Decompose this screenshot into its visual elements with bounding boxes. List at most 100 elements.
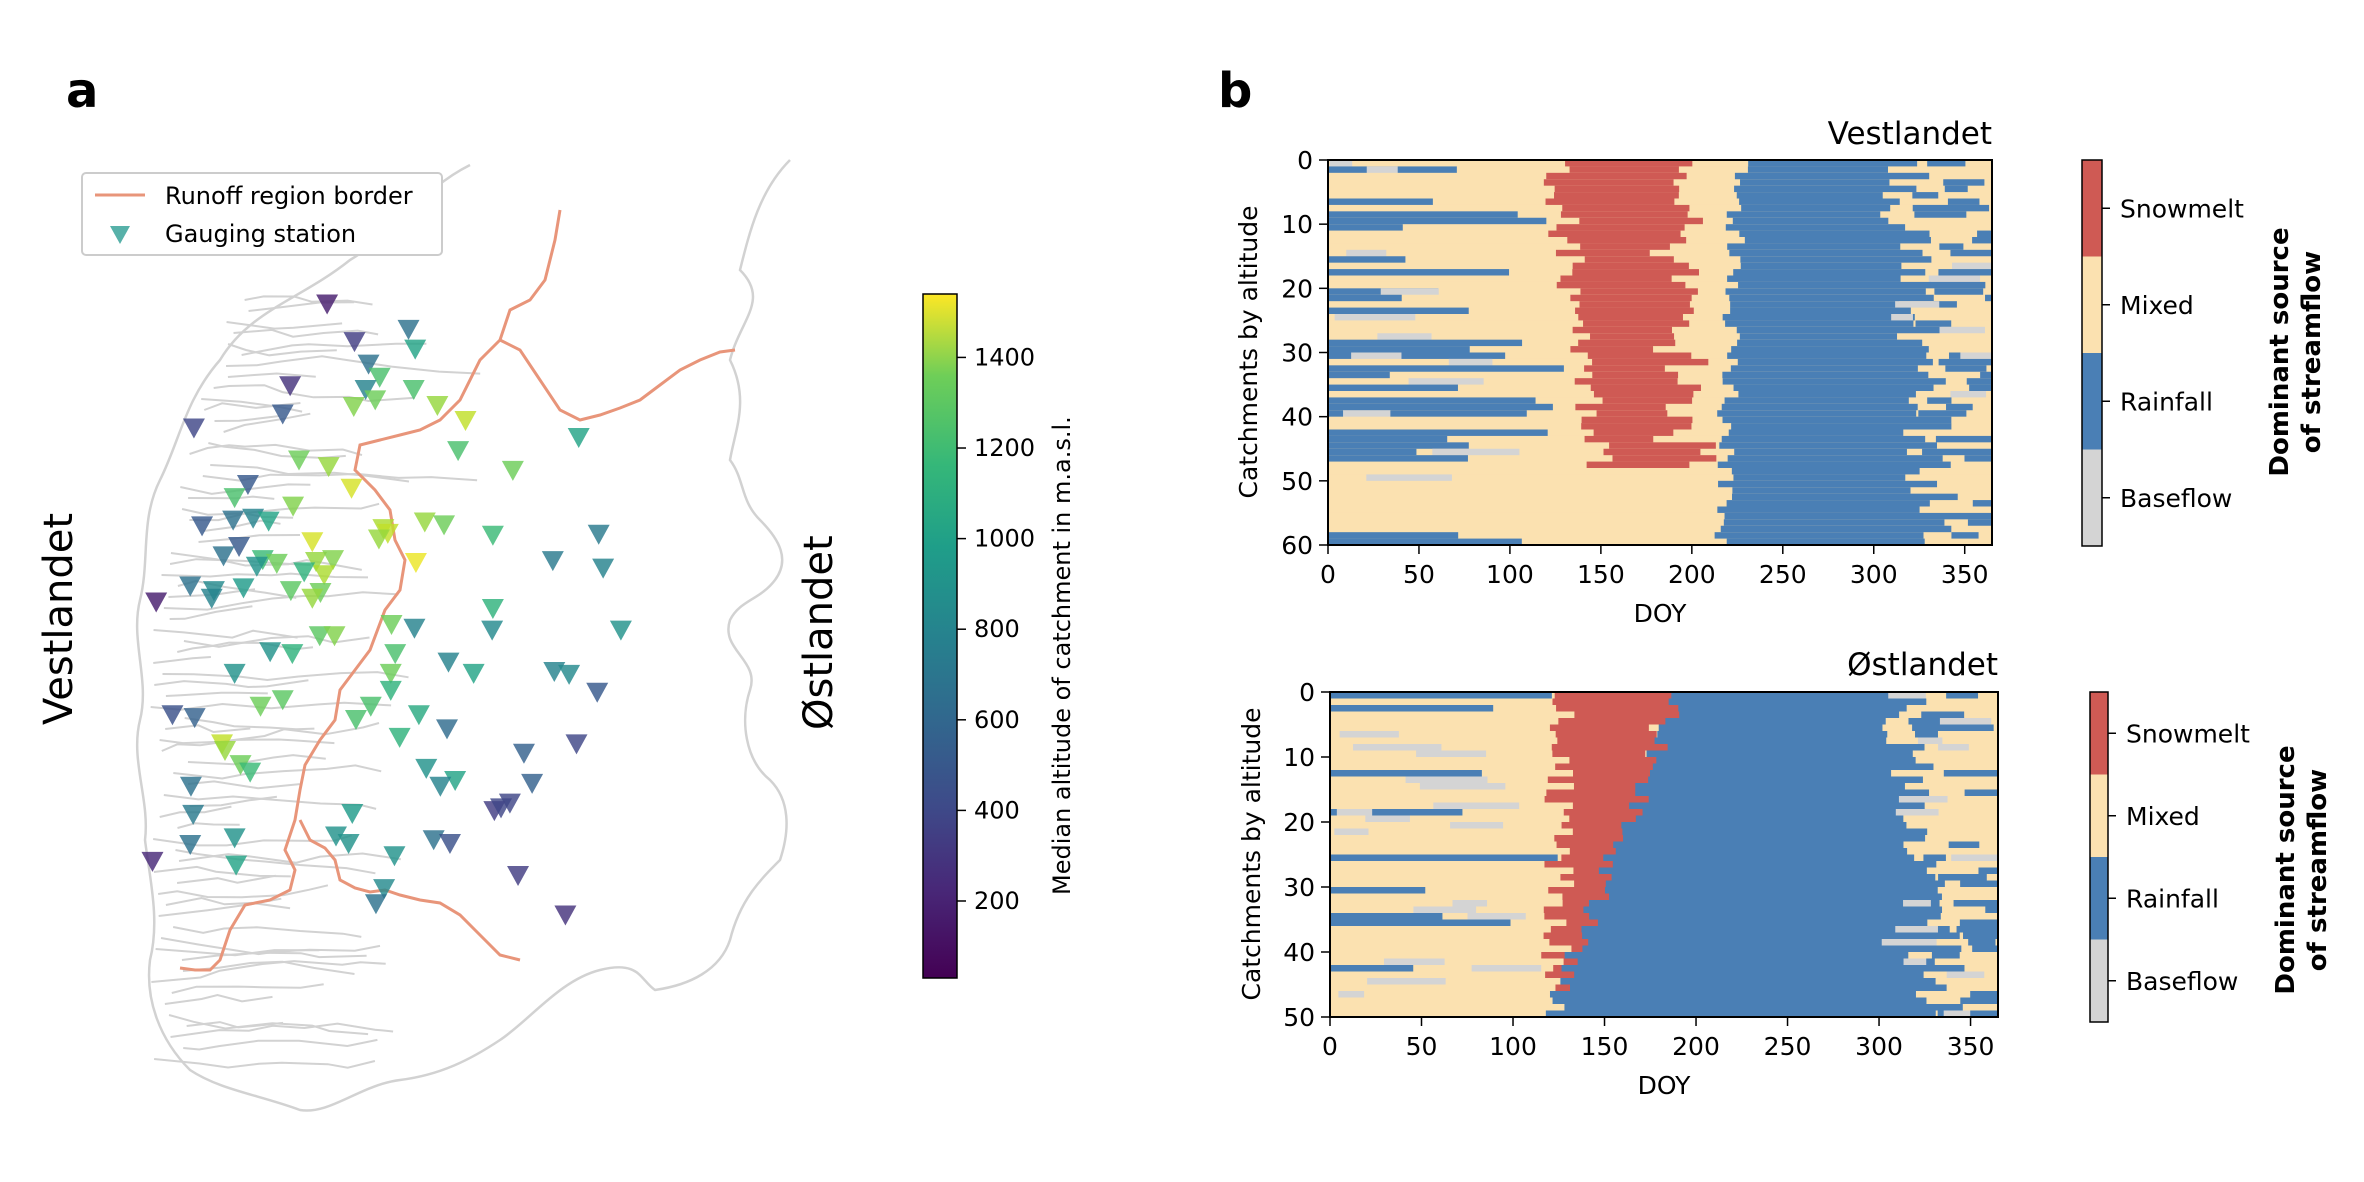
fjord-line (164, 993, 273, 1005)
heatmap-cell (1330, 919, 1511, 927)
heatmap-cell (1930, 281, 1986, 289)
heatmap-cell (1353, 744, 1442, 752)
heatmap-cell (1912, 192, 1939, 200)
heatmap-cell (1328, 365, 1564, 373)
heatmap-cell (1603, 854, 1915, 862)
heatmap-cell (1978, 867, 1999, 875)
gauging-station (379, 680, 402, 701)
fjord-line (181, 951, 367, 961)
gauging-station (388, 727, 411, 748)
heatmap-cell (1562, 893, 1643, 901)
heatmap-cell (1582, 945, 1962, 953)
heatmap-cell (1720, 525, 1952, 533)
heatmap-cell (1328, 256, 1406, 264)
fjord-line (153, 865, 291, 878)
heatmap-cell (1581, 423, 1692, 431)
heatmap-cell (1328, 339, 1523, 347)
heatmap-cell (1731, 468, 1920, 476)
heatmap-cell (1748, 160, 1918, 168)
gauging-station (380, 615, 403, 636)
fjord-line (161, 738, 335, 752)
heatmap-cell (1573, 770, 1663, 778)
heatmap-cell (1934, 288, 1984, 296)
heatmap-cell (1658, 724, 1883, 732)
gauging-station (344, 709, 367, 730)
heatmap-cell (1416, 750, 1487, 758)
gauging-station (293, 562, 316, 583)
heatmap-cell (1365, 815, 1410, 823)
heatmap-cell (1588, 900, 1940, 908)
heatmap-cell (1733, 384, 1934, 392)
heatmap-cell (1560, 275, 1672, 283)
heatmap-cell (1727, 352, 1927, 360)
heatmap-cell (1725, 224, 1906, 232)
source-colorbar-segment (2090, 774, 2108, 857)
gauging-station (404, 339, 427, 360)
heatmap-cell (1985, 906, 1999, 914)
fjord-line (226, 355, 481, 375)
heatmap-cell (1648, 796, 1905, 804)
heatmap-cell (1729, 294, 1934, 302)
heatmap-cell (1629, 802, 1925, 810)
source-colorbar-frame (2081, 159, 2103, 547)
gauging-station (397, 319, 420, 340)
heatmap-cell (1943, 770, 1999, 778)
heatmap-cell (1581, 926, 1950, 934)
source-colorbar-label: Baseflow (2126, 967, 2238, 996)
heatmap-cell (1946, 692, 1979, 700)
heatmap-cell (1734, 448, 1907, 456)
heatmap-cell (1946, 971, 1985, 979)
heatmap-cell (1593, 391, 1694, 399)
heatmap-cell (1572, 269, 1699, 277)
heatmap-cell (1328, 448, 1417, 456)
heatmap-cell (1966, 378, 1993, 386)
gauging-station (447, 441, 470, 462)
heatmap-cell (1960, 880, 1999, 888)
heatmap-cell (1328, 532, 1993, 540)
heatmap-cell (1578, 339, 1676, 347)
fjord-line (177, 822, 240, 829)
heatmap-cell (1558, 718, 1700, 726)
gauging-station (316, 294, 339, 315)
heatmap-cell (1725, 320, 1914, 328)
heatmap-cell (1731, 346, 1929, 354)
gauging-station (368, 367, 391, 388)
gauging-station (179, 834, 202, 855)
heatmap-ostlandet-cells (1330, 692, 1999, 1018)
heatmap-cell (1432, 448, 1520, 456)
heatmap-cell (1338, 991, 1365, 999)
fjord-line (172, 926, 362, 938)
gauging-station (271, 690, 294, 711)
heatmap-cell (1597, 919, 1928, 927)
heatmap-cell (1912, 724, 1994, 732)
fjord-line (175, 849, 376, 875)
heatmap-cell (1612, 861, 1937, 869)
heatmap-cell (1328, 346, 1993, 354)
heatmap-cell (1543, 179, 1674, 187)
heatmap-cell (1328, 474, 1993, 482)
heatmap-cell (1544, 796, 1665, 804)
heatmap-cell (1328, 455, 1468, 463)
heatmap-cell (1938, 744, 1969, 752)
gauging-station (558, 664, 581, 685)
heatmap-cell (1717, 410, 1917, 418)
gauging-station (507, 866, 530, 886)
heatmap-cell (1582, 932, 1960, 940)
fjord-line (187, 780, 300, 790)
fjord-line (213, 384, 415, 403)
heatmap-ostlandet-title: Østlandet (1847, 647, 1998, 683)
altitude-colorbar-tick-label: 800 (974, 615, 1020, 643)
heatmap-cell (1985, 294, 1993, 302)
fjord-line (226, 321, 343, 330)
heatmap-cell (1963, 932, 1999, 940)
source-colorbar-frame (2089, 691, 2109, 1023)
heatmap-cell (1612, 455, 1717, 463)
heatmap-cell (1945, 365, 1987, 373)
heatmap-cell (1574, 378, 1678, 386)
gauging-station (257, 511, 280, 532)
x-tick-label: 300 (1850, 560, 1898, 589)
heatmap-cell (1734, 185, 1917, 193)
gauging-station (282, 496, 305, 517)
heatmap-cell (1563, 809, 1661, 817)
